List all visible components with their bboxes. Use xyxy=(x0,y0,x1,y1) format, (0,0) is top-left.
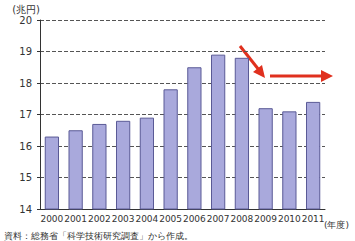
svg-text:2007: 2007 xyxy=(207,214,230,224)
svg-text:2001: 2001 xyxy=(64,214,87,224)
svg-text:2005: 2005 xyxy=(159,214,182,224)
svg-text:16: 16 xyxy=(19,141,32,152)
svg-text:20: 20 xyxy=(19,15,32,26)
svg-text:15: 15 xyxy=(19,172,32,183)
svg-text:19: 19 xyxy=(19,46,32,57)
svg-text:2003: 2003 xyxy=(112,214,135,224)
svg-text:17: 17 xyxy=(19,109,32,120)
svg-text:2011: 2011 xyxy=(302,214,325,224)
svg-text:2008: 2008 xyxy=(230,214,253,224)
svg-text:(兆円): (兆円) xyxy=(12,4,40,15)
svg-text:2009: 2009 xyxy=(254,214,277,224)
svg-text:2000: 2000 xyxy=(40,214,63,224)
svg-text:2010: 2010 xyxy=(278,214,301,224)
svg-text:資料：総務省「科学技術研究調査」から作成。: 資料：総務省「科学技術研究調査」から作成。 xyxy=(4,231,193,241)
svg-text:2002: 2002 xyxy=(88,214,111,224)
svg-text:18: 18 xyxy=(19,78,32,89)
svg-text:14: 14 xyxy=(19,204,32,215)
svg-text:2006: 2006 xyxy=(183,214,206,224)
svg-text:2004: 2004 xyxy=(135,214,158,224)
svg-text:(年度): (年度) xyxy=(324,220,349,230)
